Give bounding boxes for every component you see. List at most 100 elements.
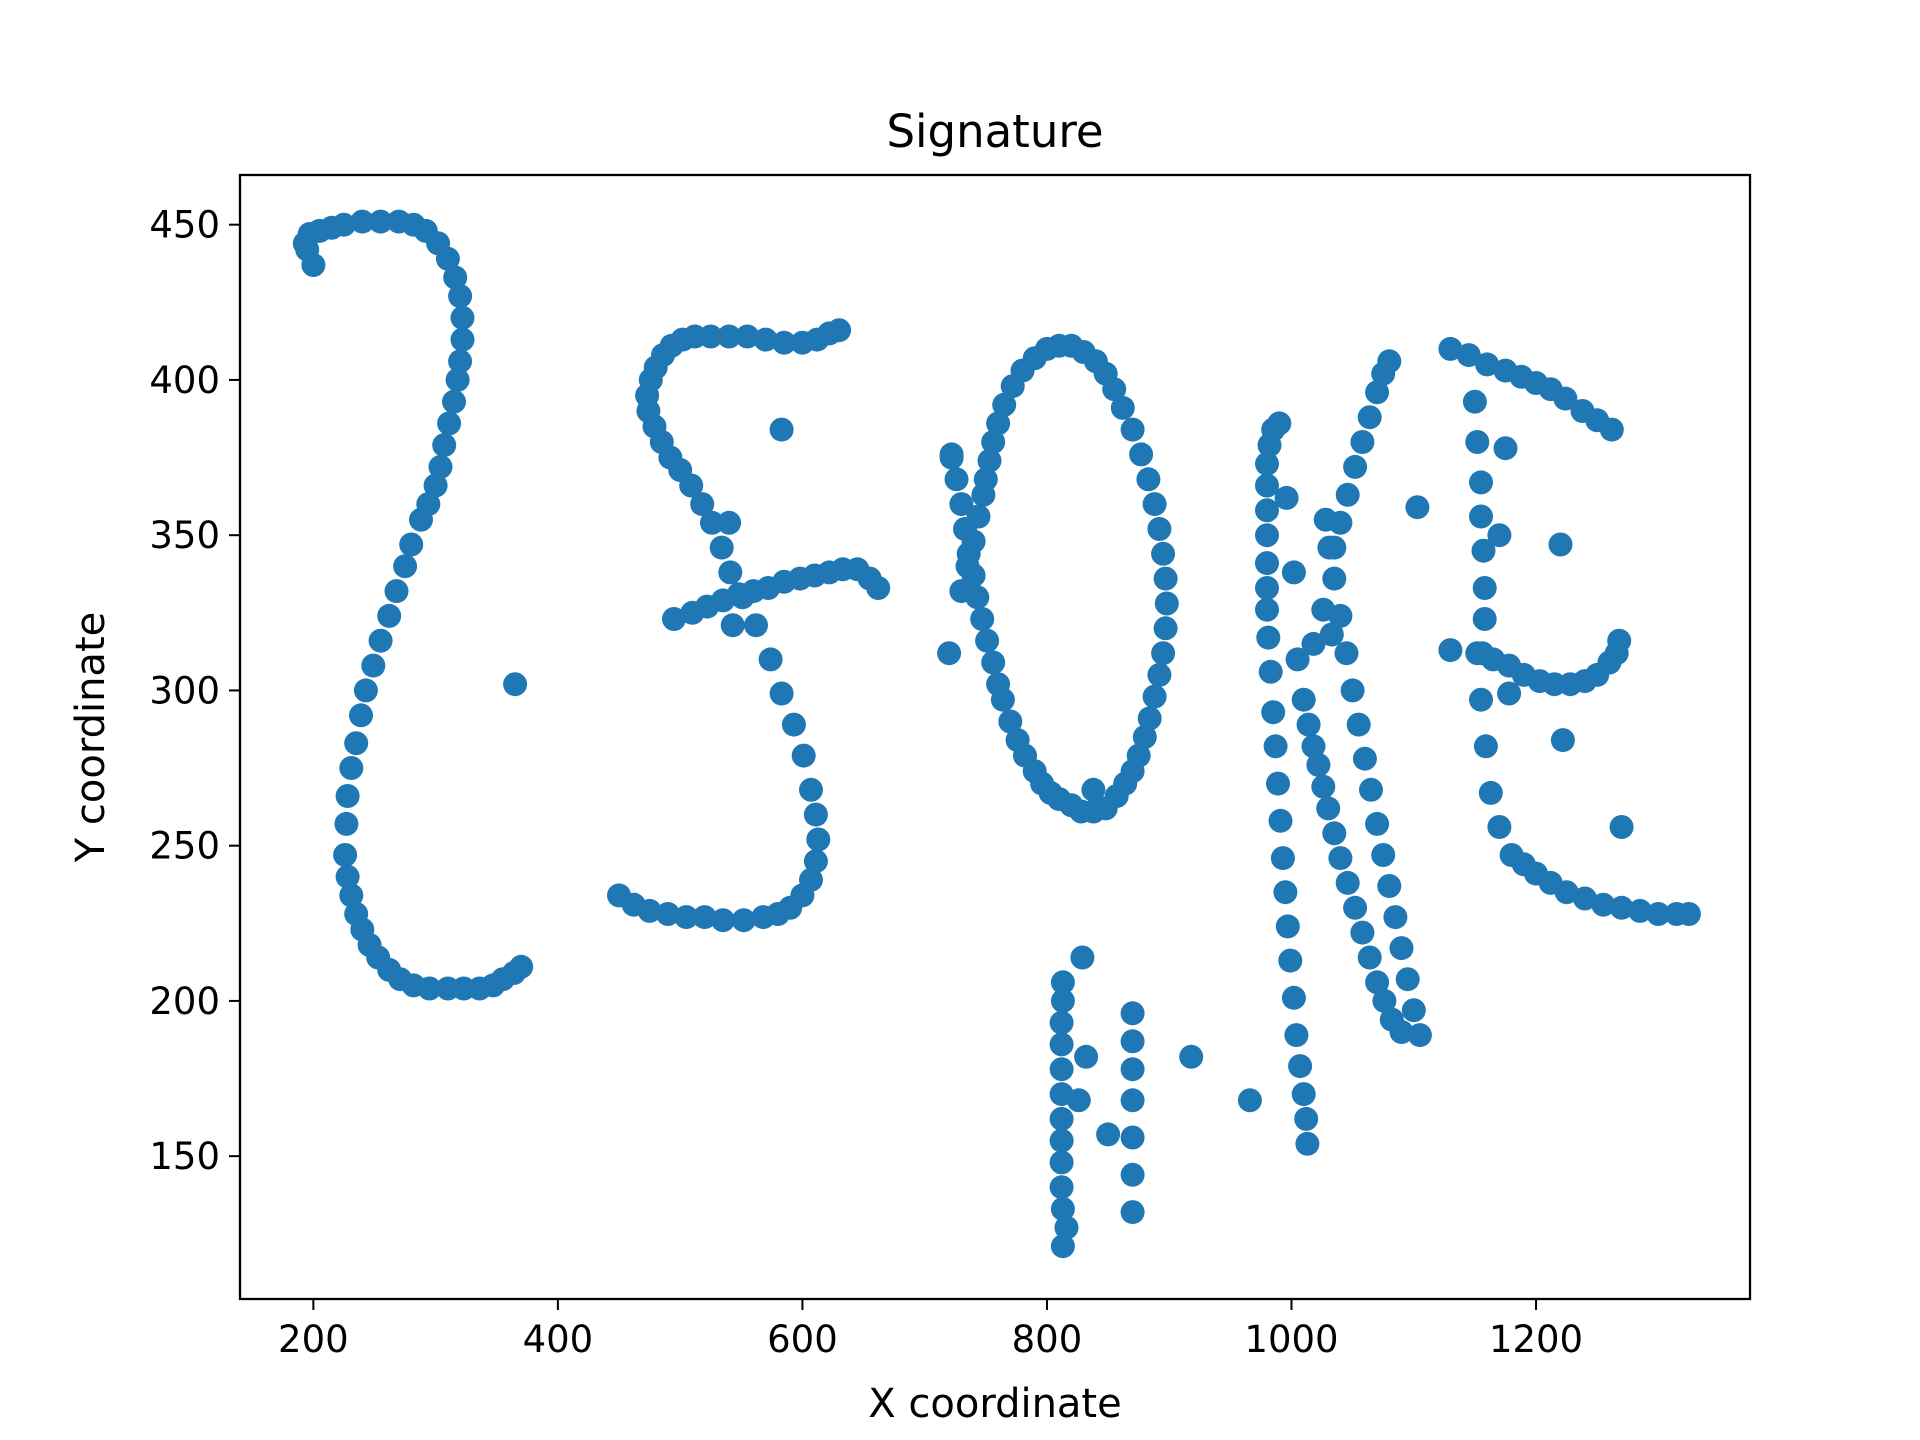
y-axis-ticks: 150 200 250 300 350 400 450: [149, 204, 240, 1178]
data-point: [758, 647, 783, 672]
data-point: [1261, 700, 1286, 725]
y-tick-label: 400: [149, 359, 220, 402]
data-point: [1462, 389, 1487, 414]
data-point: [1311, 774, 1336, 799]
data-point: [1136, 467, 1161, 492]
data-point: [344, 731, 369, 756]
data-point: [1377, 349, 1402, 374]
data-point: [1267, 411, 1292, 436]
data-point: [1070, 945, 1095, 970]
x-tick-label: 200: [278, 1318, 349, 1361]
data-point: [353, 678, 378, 703]
data-point: [1255, 551, 1279, 576]
data-point: [1371, 843, 1396, 867]
data-point: [1255, 451, 1279, 476]
data-point: [1389, 1020, 1414, 1044]
data-point: [1377, 874, 1402, 898]
data-point: [1050, 970, 1075, 995]
data-point: [970, 607, 995, 631]
data-point: [1273, 880, 1298, 905]
data-point: [1335, 482, 1360, 507]
data-point: [1497, 681, 1522, 706]
data-point: [1275, 914, 1300, 939]
data-point: [1487, 815, 1512, 839]
data-point: [1296, 712, 1321, 737]
data-point: [1383, 905, 1408, 930]
data-point: [1281, 560, 1306, 585]
data-point: [709, 535, 734, 560]
data-point: [1372, 988, 1397, 1013]
data-point: [339, 883, 364, 908]
data-point: [1340, 678, 1365, 703]
data-point: [333, 843, 358, 867]
data-point: [1120, 1200, 1145, 1225]
data-point: [1066, 1088, 1091, 1113]
data-point: [1359, 777, 1383, 802]
data-point: [799, 867, 823, 892]
data-point: [1487, 523, 1512, 548]
axes-frame: [238, 173, 1752, 1301]
data-point: [1322, 535, 1347, 560]
data-point: [1049, 1150, 1074, 1175]
data-point: [1255, 498, 1279, 523]
data-point: [1294, 1106, 1319, 1131]
data-point: [1469, 470, 1493, 495]
data-point: [445, 367, 470, 392]
data-point: [1268, 808, 1293, 833]
data-point: [1256, 625, 1281, 650]
y-tick-label: 250: [149, 825, 220, 868]
data-point: [720, 613, 745, 638]
x-tick-label: 400: [523, 1318, 594, 1361]
data-point: [1322, 821, 1347, 846]
x-tick-label: 1200: [1489, 1318, 1583, 1361]
data-point: [335, 784, 360, 808]
data-point: [1132, 725, 1157, 749]
data-point: [1284, 1023, 1309, 1048]
data-point: [417, 976, 442, 1001]
data-point: [1120, 1057, 1145, 1082]
data-point: [827, 318, 852, 343]
data-point: [949, 579, 974, 604]
data-point: [1365, 380, 1390, 405]
data-point: [1322, 566, 1347, 591]
data-point: [939, 445, 964, 470]
data-point: [1291, 687, 1316, 712]
data-point: [975, 628, 1000, 653]
data-point: [1288, 1054, 1313, 1079]
data-point: [971, 482, 996, 507]
data-point: [731, 908, 756, 933]
data-point: [443, 265, 468, 290]
data-point: [937, 641, 962, 666]
data-point: [1343, 895, 1368, 920]
y-tick-label: 200: [149, 980, 220, 1023]
data-point: [1301, 631, 1326, 656]
data-point: [1591, 892, 1616, 917]
data-point: [1572, 886, 1597, 911]
data-point: [1469, 504, 1493, 529]
data-point: [1352, 746, 1377, 771]
data-point: [1120, 1088, 1145, 1113]
data-point: [1147, 517, 1172, 541]
data-point: [981, 430, 1006, 454]
data-point: [1291, 1082, 1316, 1107]
data-point: [423, 473, 448, 498]
data-point: [1255, 576, 1279, 600]
data-point: [1438, 336, 1463, 361]
data-point: [717, 324, 742, 349]
data-point: [1129, 442, 1154, 467]
data-point: [1153, 616, 1178, 641]
data-point: [806, 827, 831, 852]
data-point: [977, 448, 1002, 473]
data-point: [335, 864, 360, 889]
data-point: [961, 529, 986, 554]
data-point: [1278, 948, 1303, 973]
data-point: [1255, 473, 1279, 498]
data-point: [637, 898, 662, 923]
data-point: [377, 603, 402, 628]
data-point: [1609, 815, 1634, 839]
data-point: [944, 467, 969, 492]
data-point: [1676, 902, 1701, 926]
data-point: [432, 433, 457, 458]
data-point: [349, 703, 373, 728]
data-point: [409, 507, 433, 532]
